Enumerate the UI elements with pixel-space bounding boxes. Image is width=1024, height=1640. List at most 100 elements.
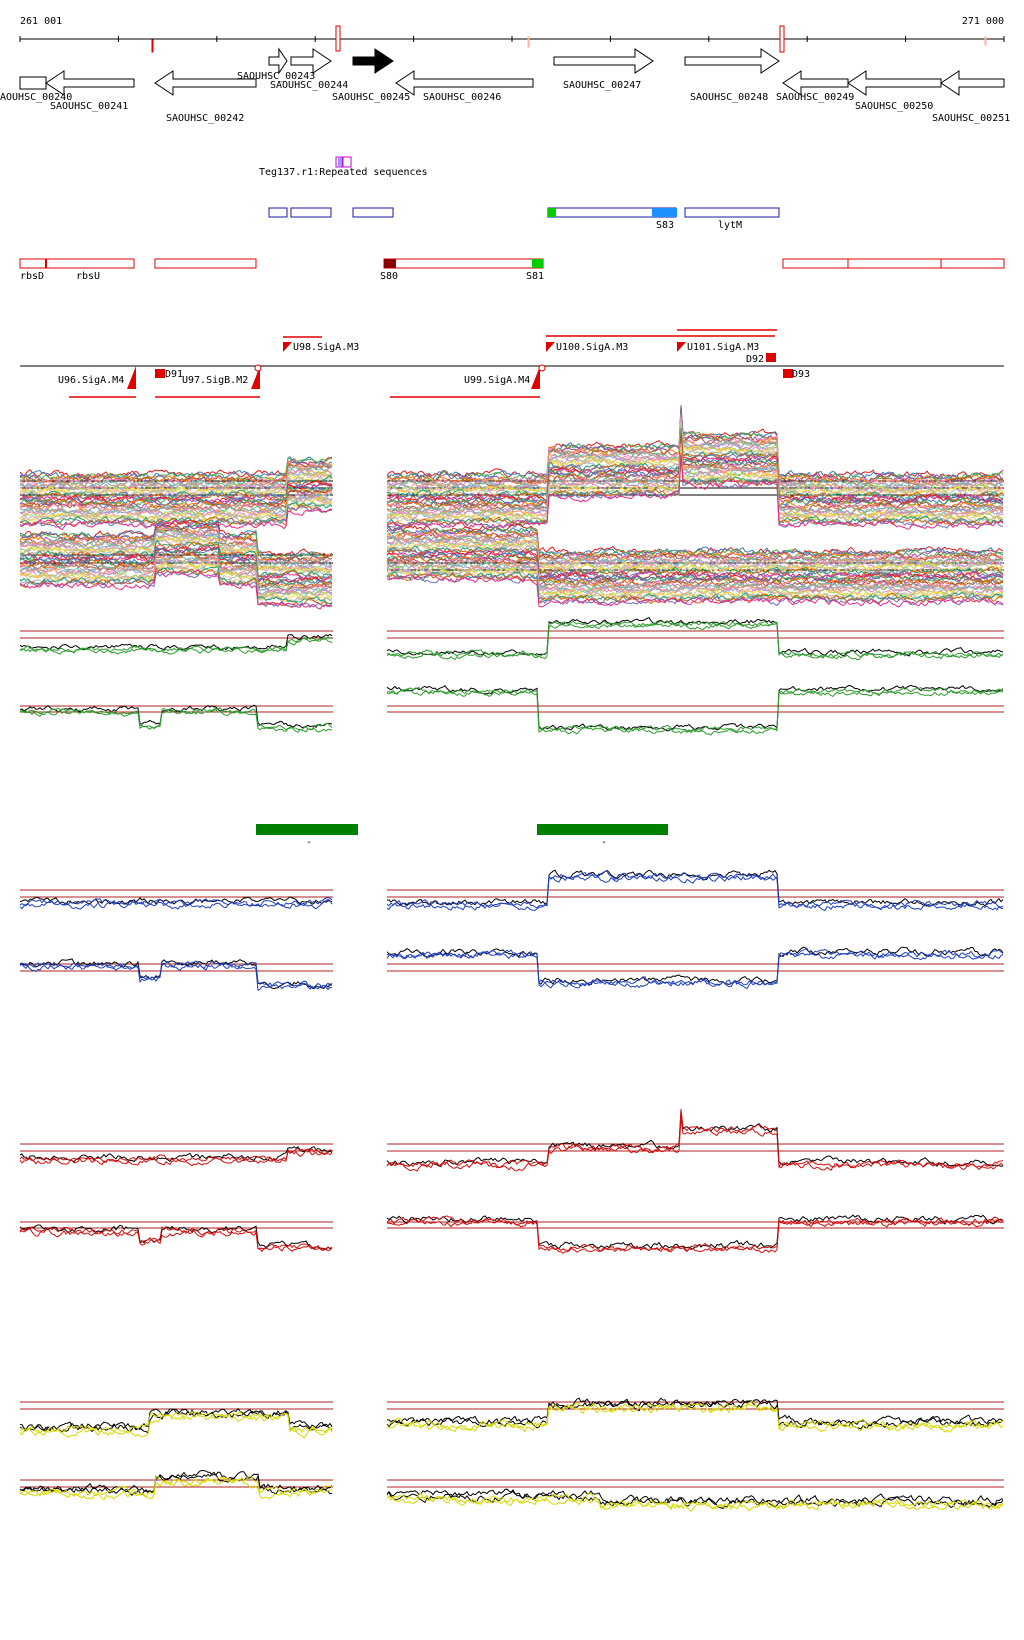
blue-feature-box[interactable] [290, 207, 332, 218]
expression-line [19, 497, 333, 524]
promoter-flag-icon[interactable] [283, 342, 292, 366]
gene-shape[interactable] [45, 70, 135, 96]
expression-panel[interactable] [19, 1221, 333, 1253]
promoter-flag-icon[interactable] [677, 342, 686, 366]
expression-panel[interactable] [19, 704, 333, 733]
promoter-flag-icon[interactable] [531, 366, 540, 389]
gene-shape[interactable] [940, 70, 1005, 96]
red-feature-box[interactable] [847, 258, 942, 269]
expression-line [386, 407, 1004, 483]
repeat-marker-2[interactable] [342, 156, 352, 168]
promoter-flag-icon[interactable] [251, 366, 260, 389]
gene-shape[interactable] [395, 70, 534, 96]
expression-panel[interactable] [386, 1214, 1004, 1254]
expression-line [386, 1111, 1004, 1168]
expression-panel[interactable] [19, 456, 333, 531]
expression-panel[interactable] [386, 1479, 1004, 1513]
gene-saouhsc_00245[interactable]: SAOUHSC_00245 [332, 48, 410, 103]
expression-line [386, 529, 1004, 562]
expression-panel[interactable] [386, 684, 1004, 736]
axis-marker[interactable] [984, 36, 987, 46]
expression-line [19, 457, 333, 482]
expression-line [19, 467, 333, 491]
red-feature-box[interactable] [782, 258, 849, 269]
gene-shape[interactable] [352, 48, 394, 74]
red-feature-s80-marker[interactable] [384, 259, 396, 268]
red-feature-s81-marker[interactable] [532, 259, 543, 268]
gene-saouhsc_00251[interactable]: SAOUHSC_00251 [932, 70, 1010, 124]
expression-panel[interactable] [19, 958, 333, 992]
promoter-flag-icon[interactable] [546, 342, 555, 366]
expression-line [386, 688, 1003, 736]
terminator-d93-marker[interactable] [783, 369, 793, 378]
expression-line [19, 633, 333, 651]
blue-feature-box[interactable] [352, 207, 394, 218]
expression-panel[interactable] [19, 889, 333, 910]
expression-line [386, 453, 1004, 527]
gene-saouhsc_00246[interactable]: SAOUHSC_00246 [395, 70, 534, 103]
red-feature-box[interactable] [383, 258, 544, 269]
expression-panel[interactable] [19, 519, 333, 610]
gene-saouhsc_00242[interactable]: SAOUHSC_00242 [154, 70, 257, 124]
promoter-label-lower: U97.SigB.M2 [182, 375, 248, 386]
gene-saouhsc_00247[interactable]: SAOUHSC_00247 [553, 48, 654, 91]
terminator-d91-marker[interactable] [155, 369, 165, 378]
expression-panel[interactable] [19, 1469, 333, 1501]
expression-panel[interactable] [386, 523, 1004, 608]
segment-bar[interactable] [537, 824, 668, 835]
terminator-d92-marker[interactable] [766, 353, 776, 362]
expression-line [386, 555, 1004, 588]
expression-line [19, 707, 333, 733]
gene-saouhsc_00249[interactable]: SAOUHSC_00249 [776, 70, 854, 103]
repeat-marker-fill [338, 157, 341, 167]
expression-line [387, 564, 1004, 596]
expression-panel[interactable] [386, 405, 1004, 530]
gene-shape[interactable] [290, 48, 332, 74]
red-feature-box[interactable] [940, 258, 1005, 269]
axis-marker[interactable] [335, 25, 341, 52]
gene-shape[interactable] [782, 70, 849, 96]
axis-marker[interactable] [151, 39, 154, 53]
blue-feature-box[interactable] [268, 207, 288, 218]
expression-line [386, 874, 1004, 912]
expression-panel[interactable] [19, 1143, 333, 1167]
blue-feature-track: S83 lytM [268, 207, 780, 231]
gene-shape[interactable] [154, 70, 257, 96]
expression-panel[interactable] [386, 946, 1004, 990]
gene-saouhsc_00244[interactable]: SAOUHSC_00244 [270, 48, 348, 91]
expression-panel[interactable] [19, 630, 333, 655]
promoter-label-d92: D92 [746, 354, 764, 365]
axis-marker[interactable] [779, 25, 785, 53]
blue-feature-s83-marker[interactable] [652, 208, 677, 217]
expression-panel[interactable] [386, 869, 1004, 912]
expression-line [386, 535, 1004, 567]
expression-panel[interactable] [19, 1401, 333, 1439]
gene-saouhsc_00250[interactable]: SAOUHSC_00250 [847, 70, 942, 112]
segment-bar[interactable] [256, 824, 358, 835]
gene-shape[interactable] [684, 48, 780, 74]
expression-line [386, 430, 1004, 502]
expression-panel[interactable] [386, 616, 1004, 661]
expression-line [386, 573, 1004, 608]
expression-line [386, 556, 1004, 589]
gene-saouhsc_00240[interactable]: AOUHSC_00240 [0, 76, 72, 103]
coordinate-axis [19, 25, 1005, 53]
gene-saouhsc_00241[interactable]: SAOUHSC_00241 [45, 70, 135, 112]
expression-line [386, 454, 1004, 530]
gene-shape[interactable] [847, 70, 942, 96]
axis-marker[interactable] [527, 36, 530, 48]
gene-shape[interactable] [553, 48, 654, 74]
gene-saouhsc_00248[interactable]: SAOUHSC_00248 [684, 48, 780, 103]
expression-panel[interactable] [386, 1109, 1004, 1172]
promoter-site-marker [254, 364, 262, 372]
expression-line [386, 574, 1004, 607]
expression-line [386, 417, 1004, 494]
gene-saouhsc_00243[interactable]: SAOUHSC_00243 [237, 47, 315, 82]
promoter-flag-icon[interactable] [127, 366, 136, 389]
red-feature-box[interactable] [154, 258, 257, 269]
blue-feature-box[interactable] [684, 207, 780, 218]
expression-panel[interactable] [386, 1397, 1004, 1433]
gene-shape[interactable] [19, 76, 47, 90]
red-feature-box[interactable] [19, 258, 135, 269]
gene-shape[interactable] [268, 47, 288, 75]
